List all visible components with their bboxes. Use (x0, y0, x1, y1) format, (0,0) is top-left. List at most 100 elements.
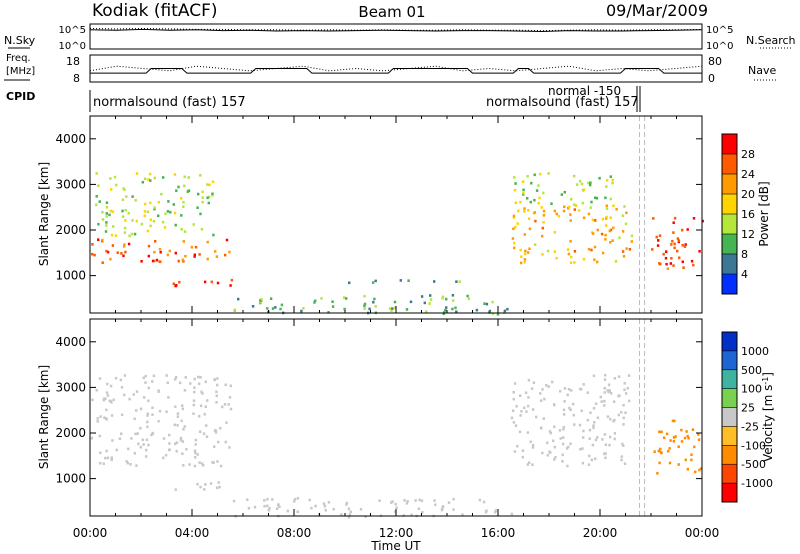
heatmap-cell (607, 390, 610, 394)
heatmap-cell (548, 450, 551, 454)
heatmap-cell (221, 405, 224, 409)
heatmap-cell (374, 279, 377, 283)
heatmap-cell (549, 431, 553, 435)
heatmap-cell (91, 252, 94, 256)
heatmap-cell (522, 188, 525, 192)
colorbar-segment (722, 174, 737, 195)
heatmap-cell (120, 432, 123, 436)
colorbar-tick-label: 28 (741, 148, 755, 161)
heatmap-cell (690, 259, 694, 263)
heatmap-cell (201, 190, 204, 194)
heatmap-cell (105, 206, 109, 209)
colorbar-tick-label: 500 (741, 364, 762, 377)
heatmap-cell (168, 249, 171, 253)
power-axis-ticks: 1000 2000 3000 4000 (55, 116, 703, 313)
heatmap-cell (444, 309, 447, 312)
heatmap-cell (194, 245, 198, 249)
heatmap-cell (183, 175, 186, 179)
heatmap-cell (563, 400, 566, 403)
heatmap-cell (513, 246, 516, 250)
heatmap-cell (114, 376, 118, 380)
heatmap-cell (526, 197, 529, 200)
beam-title: Beam 01 (358, 3, 425, 21)
heatmap-cell (364, 515, 367, 518)
heatmap-cell (173, 211, 177, 215)
heatmap-cell (609, 216, 612, 219)
heatmap-cell (697, 433, 700, 436)
heatmap-cell (586, 418, 589, 422)
heatmap-cell (684, 458, 687, 462)
heatmap-cell (175, 449, 178, 453)
heatmap-cell (216, 281, 220, 285)
heatmap-cell (118, 437, 122, 440)
heatmap-cell (90, 436, 94, 440)
heatmap-cell (114, 234, 118, 237)
heatmap-cell (149, 201, 152, 205)
heatmap-cell (533, 211, 536, 214)
heatmap-cell (566, 393, 569, 397)
heatmap-cell (180, 197, 183, 200)
cpid-annotation-left: normalsound (fast) 157 (93, 95, 246, 110)
heatmap-cell (140, 222, 144, 226)
heatmap-cell (178, 381, 182, 385)
heatmap-cell (519, 248, 522, 252)
heatmap-cell (563, 413, 566, 416)
heatmap-cell (206, 183, 209, 186)
heatmap-cell (624, 222, 628, 226)
heatmap-cell (175, 441, 179, 444)
heatmap-cell (672, 221, 675, 224)
heatmap-cell (99, 451, 102, 455)
heatmap-cell (563, 387, 567, 390)
heatmap-cell (510, 512, 514, 516)
heatmap-cell (676, 249, 679, 253)
heatmap-cell (630, 234, 634, 238)
heatmap-cell (166, 381, 169, 385)
heatmap-cell (296, 510, 299, 513)
heatmap-cell (514, 201, 517, 205)
heatmap-cell (216, 377, 219, 380)
heatmap-cell (527, 396, 530, 399)
colorbar-segment (722, 350, 737, 371)
heatmap-cell (199, 174, 202, 177)
heatmap-cell (378, 499, 381, 502)
heatmap-cell (215, 394, 218, 398)
heatmap-cell (553, 445, 557, 449)
heatmap-cell (166, 253, 170, 257)
heatmap-cell (168, 433, 171, 437)
heatmap-cell (588, 428, 592, 432)
heatmap-cell (110, 233, 114, 237)
y-tick-label: 1000 (55, 269, 86, 283)
heatmap-cell (530, 181, 533, 185)
heatmap-cell (145, 438, 149, 442)
heatmap-cell (603, 452, 606, 456)
heatmap-cell (603, 399, 606, 403)
heatmap-cell (516, 222, 519, 225)
heatmap-cell (175, 284, 178, 287)
heatmap-cell (168, 448, 171, 451)
heatmap-cell (105, 391, 109, 394)
heatmap-cell (672, 231, 675, 234)
heatmap-cell (146, 425, 149, 429)
heatmap-cell (433, 280, 436, 283)
heatmap-cell (127, 447, 130, 451)
heatmap-cell (657, 449, 660, 453)
heatmap-cell (91, 243, 94, 246)
heatmap-cell (192, 399, 196, 402)
heatmap-cell (104, 230, 108, 233)
heatmap-cell (542, 191, 545, 195)
heatmap-cell (164, 453, 168, 457)
heatmap-cell (176, 415, 180, 418)
heatmap-cell (147, 178, 150, 181)
heatmap-cell (347, 516, 351, 519)
heatmap-cell (158, 260, 161, 263)
heatmap-cell (658, 430, 661, 434)
heatmap-cell (656, 244, 660, 247)
heatmap-cell (664, 256, 668, 260)
heatmap-cell (546, 441, 549, 445)
heatmap-cell (159, 250, 162, 254)
heatmap-cell (562, 428, 565, 431)
heatmap-cell (541, 451, 544, 455)
colorbar-tick-label: -25 (741, 420, 759, 433)
heatmap-cell (277, 503, 280, 506)
heatmap-cell (528, 461, 531, 464)
